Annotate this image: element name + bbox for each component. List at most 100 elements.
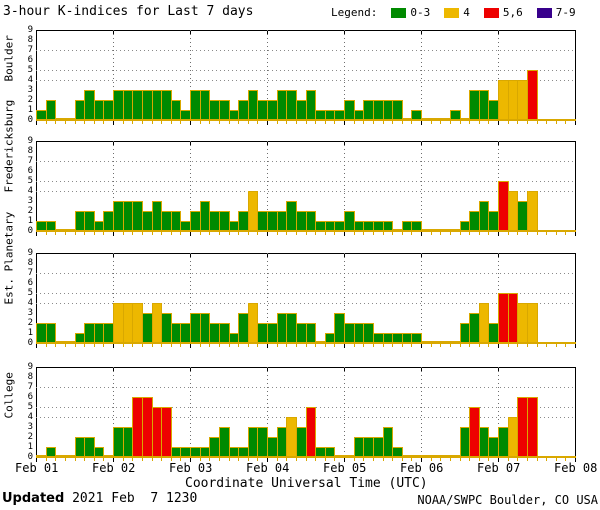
k-bar-zero xyxy=(421,455,432,457)
day-bottom-tick xyxy=(113,344,114,348)
y-tick-label: 7 xyxy=(27,382,33,392)
day-top-tick xyxy=(267,254,268,257)
day-gridline xyxy=(498,30,499,120)
k-bar-zero xyxy=(64,455,76,457)
date-label: Feb 06 xyxy=(400,461,444,475)
interval-tick xyxy=(132,232,134,235)
day-bottom-tick xyxy=(344,232,345,236)
y-tick-label: 5 xyxy=(27,288,33,298)
day-top-tick xyxy=(190,31,191,34)
day-bottom-tick xyxy=(190,458,191,462)
interval-tick xyxy=(64,232,66,235)
day-top-tick xyxy=(344,368,345,371)
day-gridline xyxy=(267,253,268,343)
y-tick-label: 6 xyxy=(27,392,33,402)
panel-top-border xyxy=(36,30,576,31)
day-top-tick xyxy=(190,368,191,371)
day-top-tick xyxy=(498,31,499,34)
interval-tick xyxy=(228,232,230,235)
interval-tick xyxy=(247,121,249,124)
interval-tick xyxy=(276,458,278,461)
y-tick-label: 3 xyxy=(27,422,33,432)
interval-tick xyxy=(517,344,519,347)
legend-item-label: 4 xyxy=(463,6,470,19)
interval-tick xyxy=(488,121,490,124)
interval-tick xyxy=(555,344,557,347)
k-bar xyxy=(324,447,336,457)
interval-tick xyxy=(324,344,326,347)
legend-item-label: 5,6 xyxy=(502,6,523,19)
k-bar-zero xyxy=(440,229,451,231)
interval-tick xyxy=(257,344,259,347)
interval-tick xyxy=(449,344,451,347)
interval-tick xyxy=(536,121,538,124)
interval-tick xyxy=(315,344,317,347)
legend-label: Legend: xyxy=(331,6,378,19)
y-tick-label: 1 xyxy=(27,328,33,338)
y-tick-label: 0 xyxy=(27,226,33,236)
day-bottom-tick xyxy=(344,121,345,125)
k-bar xyxy=(449,110,461,120)
legend-swatch-4 xyxy=(444,7,460,18)
interval-tick xyxy=(218,121,220,124)
interval-tick xyxy=(151,121,153,124)
panel-left-border xyxy=(36,253,37,343)
k-bar xyxy=(411,110,422,120)
interval-tick xyxy=(488,344,490,347)
interval-tick xyxy=(382,121,384,124)
threshold-gridline xyxy=(36,387,575,388)
panel-top-border xyxy=(36,367,576,368)
day-bottom-tick xyxy=(498,232,499,236)
date-label: Feb 05 xyxy=(323,461,367,475)
k-bar xyxy=(218,427,230,457)
day-top-tick xyxy=(344,31,345,34)
interval-tick xyxy=(392,458,394,461)
y-tick-label: 4 xyxy=(27,186,33,196)
k-bar-zero xyxy=(64,118,76,120)
threshold-gridline xyxy=(36,181,575,182)
interval-tick xyxy=(392,232,394,235)
interval-tick xyxy=(122,121,124,124)
interval-tick xyxy=(122,344,124,347)
interval-tick xyxy=(238,232,240,235)
y-tick-label: 3 xyxy=(27,196,33,206)
interval-tick xyxy=(372,458,374,461)
y-tick-label: 9 xyxy=(27,25,33,35)
panel-baseline xyxy=(36,456,576,458)
interval-tick xyxy=(199,458,201,461)
interval-tick xyxy=(295,458,297,461)
interval-tick xyxy=(103,232,105,235)
interval-tick xyxy=(382,344,384,347)
y-tick-label: 7 xyxy=(27,45,33,55)
threshold-gridline xyxy=(36,50,575,51)
day-bottom-tick xyxy=(498,458,499,462)
date-label: Feb 01 xyxy=(15,461,59,475)
interval-tick xyxy=(199,344,201,347)
interval-tick xyxy=(507,121,509,124)
legend: Legend: 0-3 4 5,6 7-9 xyxy=(331,6,576,19)
k-bar xyxy=(305,90,317,120)
day-gridline xyxy=(113,30,114,120)
interval-tick xyxy=(170,121,172,124)
interval-tick xyxy=(103,121,105,124)
y-tick-label: 9 xyxy=(27,248,33,258)
k-bar xyxy=(45,323,57,343)
interval-tick xyxy=(565,344,567,347)
y-tick-label: 3 xyxy=(27,85,33,95)
interval-tick xyxy=(295,232,297,235)
interval-tick xyxy=(401,344,403,347)
interval-tick xyxy=(295,344,297,347)
y-tick-label: 1 xyxy=(27,442,33,452)
threshold-gridline xyxy=(36,80,575,81)
y-tick-label: 2 xyxy=(27,318,33,328)
y-tick-label: 2 xyxy=(27,432,33,442)
interval-tick xyxy=(411,232,413,235)
interval-tick xyxy=(286,232,288,235)
interval-tick xyxy=(334,344,336,347)
y-tick-label: 4 xyxy=(27,412,33,422)
interval-tick xyxy=(218,344,220,347)
day-top-tick xyxy=(267,368,268,371)
interval-tick xyxy=(315,121,317,124)
